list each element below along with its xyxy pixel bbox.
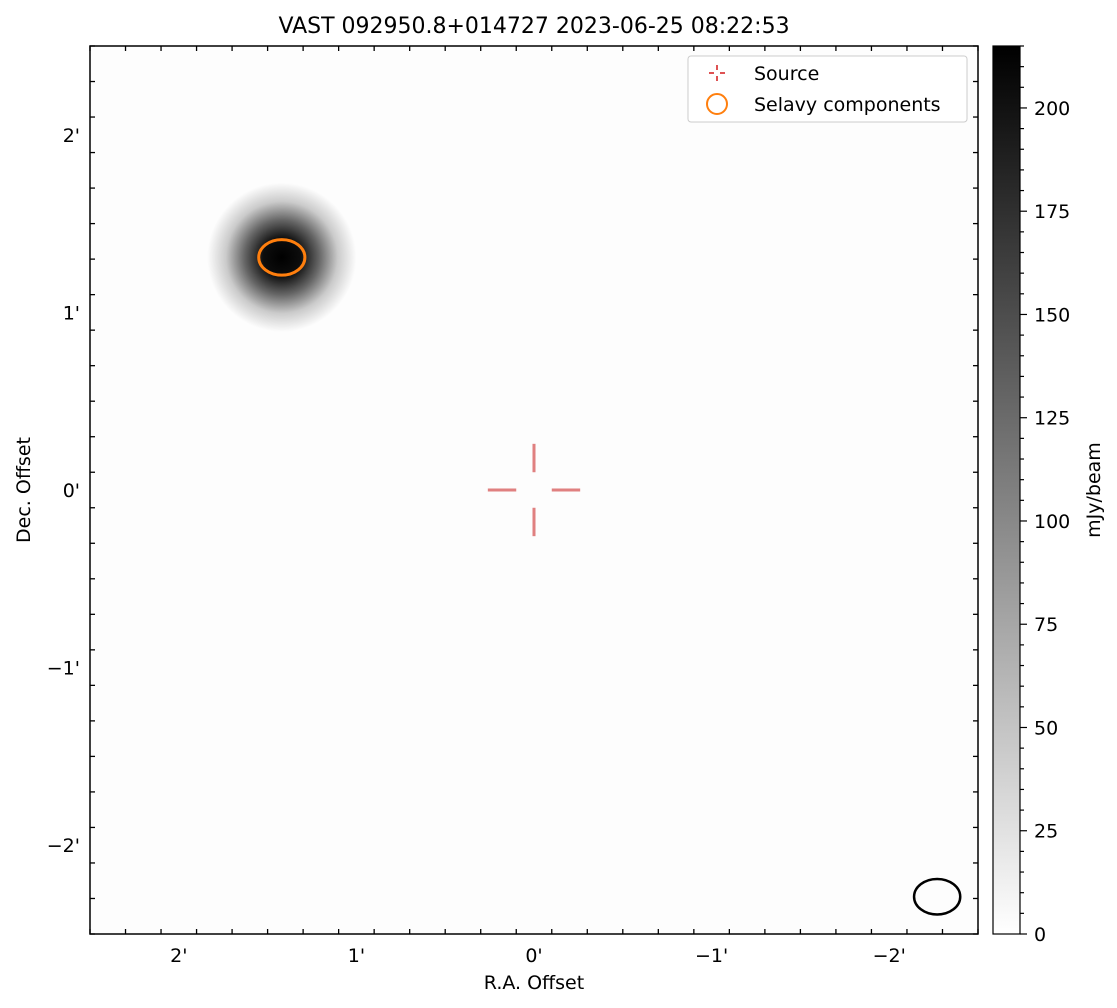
x-tick-label: −1' [695,945,728,967]
x-tick-label: 2' [170,945,187,967]
legend: Source Selavy components [687,55,968,123]
colorbar-tick-label: 25 [1034,821,1058,843]
y-tick-label: 2' [63,125,80,147]
y-axis-label: Dec. Offset [13,437,35,543]
colorbar-ticks: 0 25 50 75 100 125 150 175 200 [1020,45,1070,946]
bright-source-blob [207,182,357,332]
colorbar: 0 25 50 75 100 125 150 175 200 mJy/beam [992,45,1105,946]
selavy-component-ellipse [257,238,307,277]
y-tick-label: −1' [47,658,80,680]
x-axis-label: R.A. Offset [484,972,584,994]
colorbar-tick-label: 125 [1034,408,1070,430]
colorbar-tick-label: 75 [1034,614,1058,636]
colorbar-gradient [993,46,1020,934]
beam-ellipse [912,877,962,916]
chart-title: VAST 092950.8+014727 2023-06-25 08:22:53 [278,14,789,39]
colorbar-tick-label: 0 [1034,924,1046,946]
x-axis: 2' 1' 0' −1' −2' [89,46,979,967]
overlay-layer [257,238,962,916]
colorbar-label: mJy/beam [1083,442,1105,538]
x-tick-label: 0' [525,945,542,967]
colorbar-tick-label: 150 [1034,304,1070,326]
legend-source-marker [709,65,725,81]
legend-label-selavy: Selavy components [754,94,941,116]
legend-label-source: Source [754,63,819,85]
x-tick-label: −2' [873,945,906,967]
y-tick-label: 0' [63,480,80,502]
legend-box [687,55,968,123]
image-background [90,46,978,934]
x-tick-label: 1' [348,945,365,967]
plot-frame [89,45,979,935]
plot-area [89,45,979,935]
colorbar-tick-label: 100 [1034,511,1070,533]
y-axis: 2' 1' 0' −1' −2' [47,45,978,935]
y-tick-label: 1' [63,302,80,324]
colorbar-frame [992,45,1021,935]
legend-selavy-marker [706,93,728,115]
colorbar-tick-label: 200 [1034,98,1070,120]
colorbar-tick-label: 175 [1034,201,1070,223]
colorbar-tick-label: 50 [1034,717,1058,739]
image-layer [207,182,357,332]
y-tick-label: −2' [47,835,80,857]
